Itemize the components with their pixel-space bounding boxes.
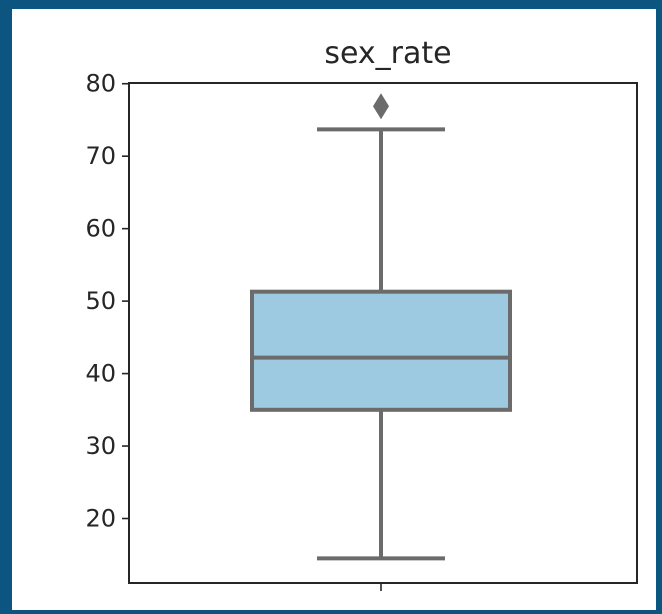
y-tick-label-40: 40 (85, 360, 116, 388)
box-series (250, 93, 512, 561)
y-tick-label-70: 70 (85, 142, 116, 170)
chart-title: sex_rate (324, 36, 451, 71)
y-axis: 20 30 40 50 60 70 80 (85, 70, 129, 533)
y-tick-label-20: 20 (85, 505, 116, 533)
iqr-box (250, 289, 512, 412)
plot-area (128, 82, 638, 584)
y-tick-label-30: 30 (85, 432, 116, 460)
y-tick-label-60: 60 (85, 215, 116, 243)
y-tick-label-50: 50 (85, 287, 116, 315)
y-tick-label-80: 80 (85, 70, 116, 98)
outlier-point-0 (373, 93, 389, 120)
